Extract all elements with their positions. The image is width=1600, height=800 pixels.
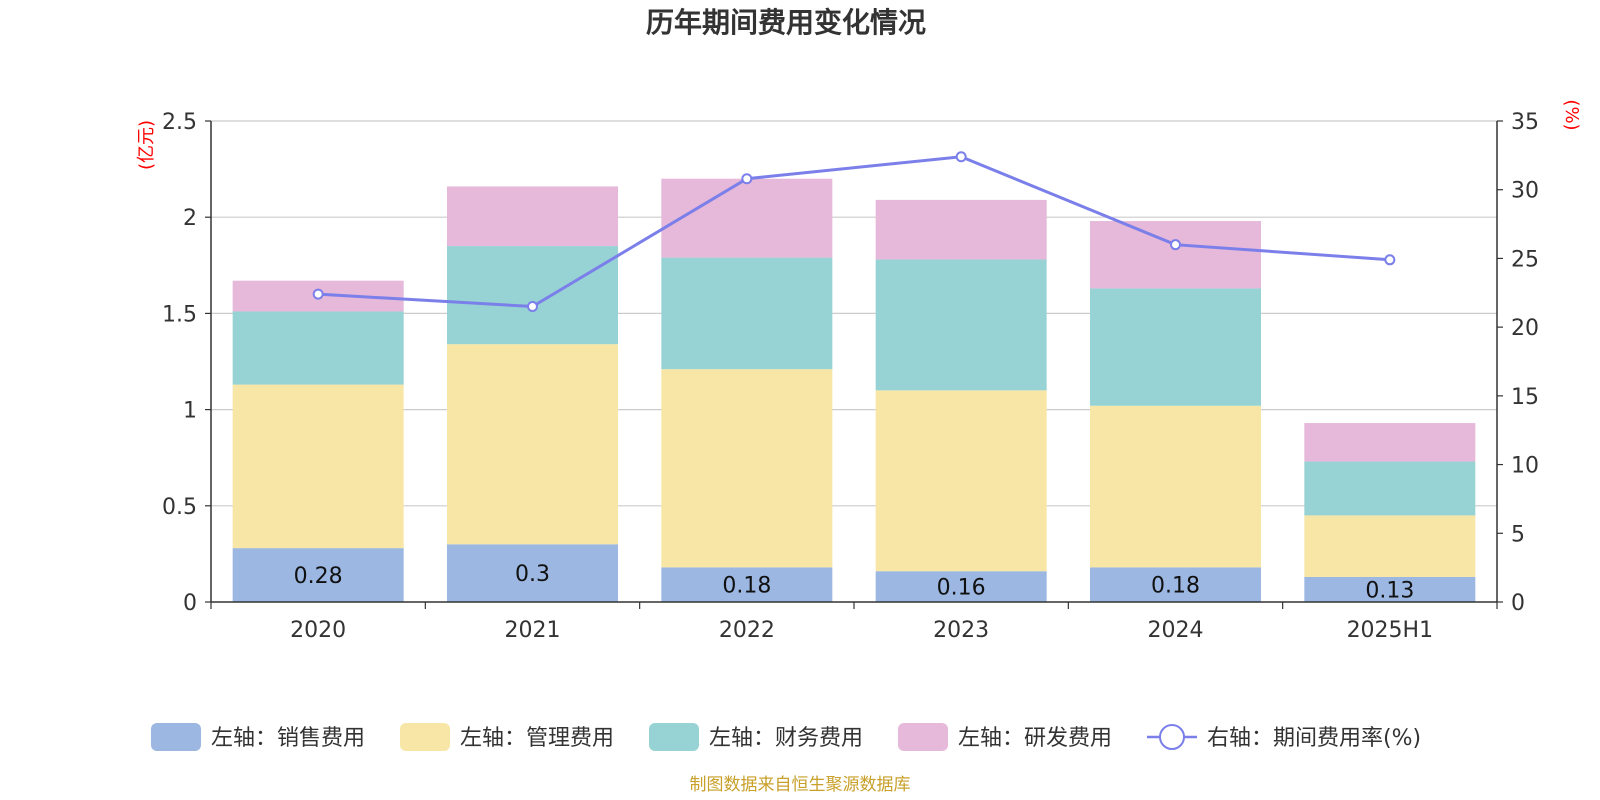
bar-segment	[1090, 288, 1261, 406]
bar-value-label: 0.13	[1365, 578, 1414, 603]
legend-label: 左轴：销售费用	[211, 726, 365, 751]
bar-segment	[232, 384, 404, 549]
right-tick-label: 15	[1511, 385, 1539, 410]
legend-swatch	[400, 723, 450, 751]
source-note: 制图数据来自恒生聚源数据库	[690, 775, 911, 795]
bar-segment	[661, 369, 833, 568]
legend-swatch	[151, 723, 201, 751]
chart-title: 历年期间费用变化情况	[646, 6, 926, 39]
rate-point	[741, 173, 753, 185]
right-tick-label: 20	[1511, 316, 1539, 341]
left-tick-label: 1.5	[162, 302, 197, 327]
bar-segment	[1090, 405, 1261, 568]
right-tick-label: 30	[1511, 179, 1539, 204]
bar-segment	[447, 186, 618, 247]
x-tick-label: 2025H1	[1347, 618, 1434, 643]
bar-segment	[1304, 515, 1476, 577]
rate-line	[312, 151, 1396, 313]
rate-point	[312, 288, 324, 300]
legend-swatch	[898, 723, 948, 751]
left-tick-label: 0	[183, 591, 197, 616]
bar-segment	[661, 257, 833, 370]
bar-value-label: 0.16	[937, 576, 986, 601]
legend: 左轴：销售费用 左轴：管理费用 左轴：财务费用 左轴：研发费用 右轴：期间费用率(%)	[151, 723, 1421, 751]
left-tick-label: 1	[183, 399, 197, 424]
x-tick-label: 2024	[1148, 618, 1204, 643]
bar-segment	[875, 259, 1047, 391]
left-tick-label: 2.5	[162, 110, 197, 135]
x-tick-label: 2020	[290, 618, 346, 643]
bar-segment	[875, 571, 1047, 602]
x-tick-label: 2023	[933, 618, 989, 643]
left-tick-label: 2	[183, 206, 197, 231]
bar-value-label: 0.28	[294, 564, 343, 589]
bar-segment	[447, 246, 618, 345]
legend-swatch	[649, 723, 699, 751]
bar-segment	[661, 567, 833, 602]
x-tick-label: 2021	[505, 618, 561, 643]
legend-label: 右轴：期间费用率(%)	[1207, 726, 1421, 751]
x-tick-label: 2022	[719, 618, 775, 643]
bar-segment	[875, 390, 1047, 572]
bar-value-label: 0.18	[1151, 574, 1200, 599]
left-axis-unit: (亿元)	[136, 120, 157, 170]
right-tick-label: 0	[1511, 591, 1525, 616]
legend-label: 左轴：研发费用	[958, 726, 1112, 751]
rate-line-path	[318, 155, 1390, 309]
bar-segment	[1304, 423, 1476, 462]
rate-point	[1170, 239, 1181, 251]
axes: 0 0.5 1 1.5 2 2.5 0 5 10 15 20 25 30 35 2020 2021 2022 20…	[162, 110, 1539, 643]
bar-segment	[1090, 567, 1261, 602]
legend-marker	[1159, 724, 1185, 750]
right-tick-label: 10	[1511, 454, 1539, 479]
bar-segment	[232, 311, 404, 385]
bar-segment	[447, 344, 618, 545]
right-axis-unit: (%)	[1561, 99, 1582, 130]
rate-point	[1384, 254, 1396, 266]
legend-label: 左轴：管理费用	[460, 726, 614, 751]
legend-label: 左轴：财务费用	[709, 726, 863, 751]
bar-value-label: 0.3	[515, 562, 550, 587]
bar-segment	[1090, 221, 1261, 289]
bar-segment	[447, 544, 618, 602]
bar-segment	[1304, 576, 1476, 602]
left-tick-label: 0.5	[162, 495, 197, 520]
data-labels: 0.28 0.3 0.18 0.16 0.18 0.13	[294, 562, 1415, 603]
rate-point	[527, 301, 538, 313]
right-tick-label: 5	[1511, 522, 1525, 547]
bar-segment	[232, 548, 404, 602]
bars	[232, 178, 1476, 602]
bar-value-label: 0.18	[722, 574, 771, 599]
right-tick-label: 35	[1511, 110, 1539, 135]
gridlines	[211, 120, 1497, 507]
bar-segment	[875, 199, 1047, 260]
rate-point	[955, 151, 967, 163]
bar-segment	[661, 178, 833, 258]
bar-segment	[1304, 461, 1476, 516]
right-tick-label: 25	[1511, 247, 1539, 272]
